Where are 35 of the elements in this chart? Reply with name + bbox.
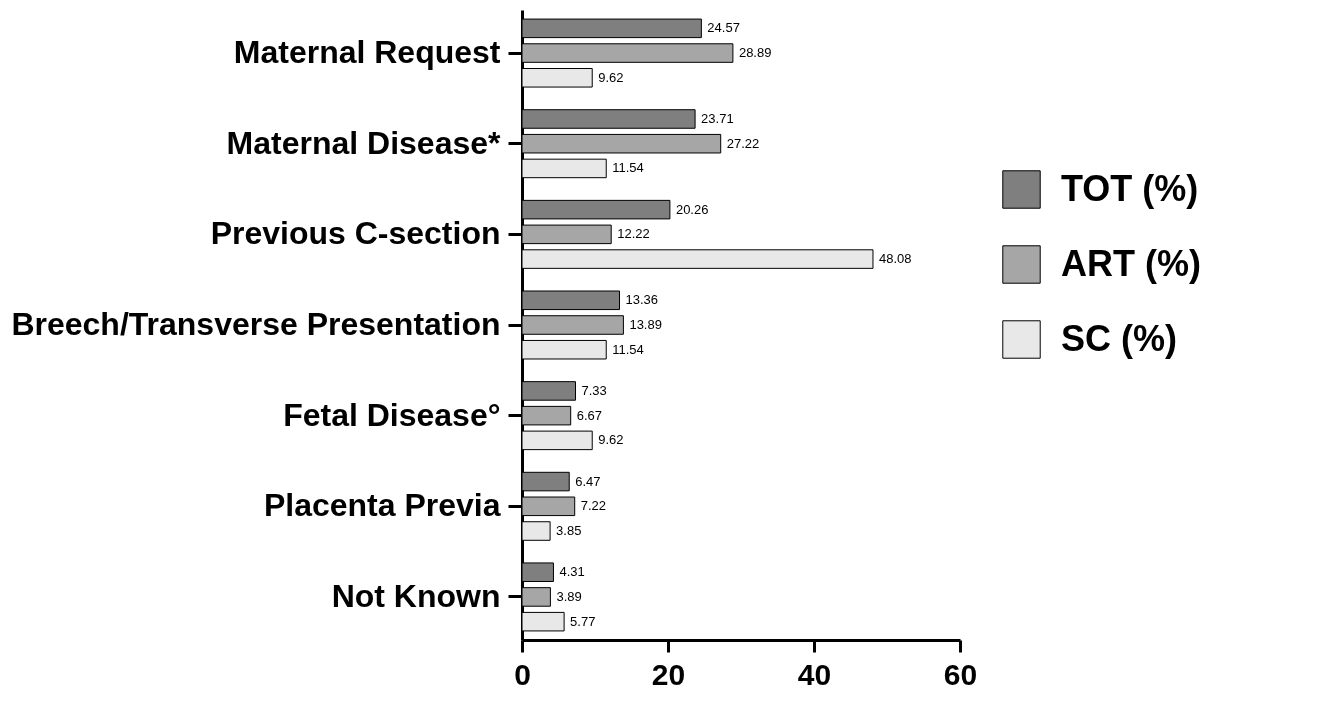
legend-label: TOT (%) <box>1061 167 1199 209</box>
data-label: 24.57 <box>707 20 740 36</box>
x-tick-label: 60 <box>943 657 978 691</box>
data-label: 3.85 <box>556 523 582 539</box>
y-tick-label: Not Known <box>331 577 501 614</box>
data-label: 12.22 <box>617 226 650 242</box>
data-label: 7.33 <box>581 382 607 398</box>
data-label: 20.26 <box>675 201 709 217</box>
x-tick-label: 0 <box>514 657 531 691</box>
x-tick-label: 40 <box>797 657 832 691</box>
data-label: 5.77 <box>570 613 596 629</box>
y-tick-label: Breech/Transverse Presentation <box>11 306 501 342</box>
y-tick-label: Maternal Request <box>233 34 501 71</box>
data-label: 7.22 <box>580 498 607 514</box>
data-label: 13.36 <box>625 292 659 308</box>
y-tick-label: Placenta Previa <box>263 487 501 524</box>
data-label: 11.54 <box>612 160 644 176</box>
data-label: 9.62 <box>598 432 624 448</box>
data-label: 13.89 <box>629 317 662 332</box>
data-label: 9.62 <box>598 69 624 85</box>
y-tick-label: Previous C-section <box>210 215 501 252</box>
legend-label: ART (%) <box>1061 242 1201 284</box>
data-label: 11.54 <box>612 341 644 357</box>
data-label: 48.08 <box>878 251 912 267</box>
data-label: 23.71 <box>701 110 734 126</box>
data-label: 6.67 <box>576 407 602 423</box>
legend-label: SC (%) <box>1061 317 1177 359</box>
x-tick-label: 20 <box>651 657 686 691</box>
data-label: 4.31 <box>559 564 585 580</box>
data-label: 3.89 <box>556 588 582 604</box>
data-label: 28.89 <box>738 45 772 61</box>
y-tick-label: Maternal Disease* <box>226 124 502 161</box>
data-label: 6.47 <box>575 473 601 489</box>
y-tick-label: Fetal Disease° <box>283 396 501 433</box>
data-label: 27.22 <box>726 135 760 151</box>
